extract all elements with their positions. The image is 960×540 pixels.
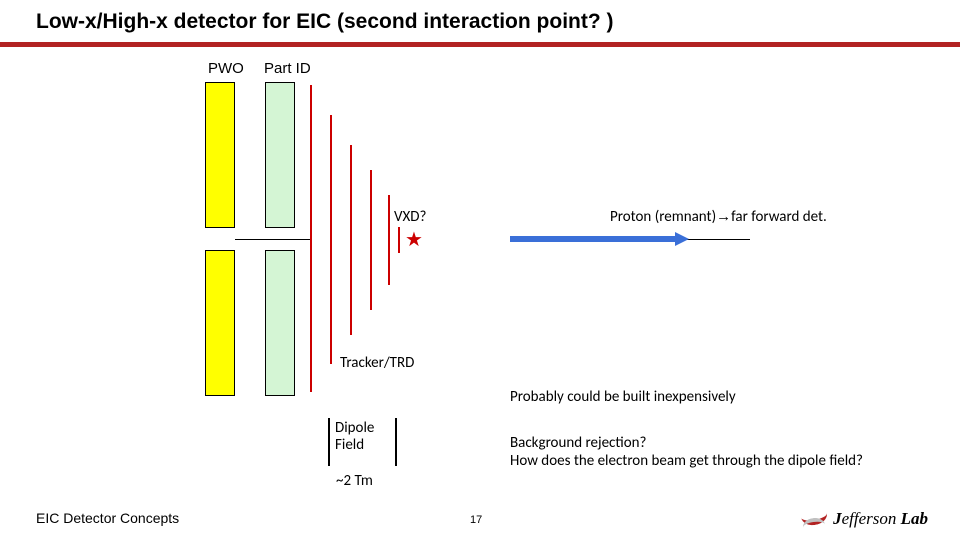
proton-arrow-head-icon [675,232,689,246]
beamline-right [680,239,750,240]
partid-bottom-block [265,250,295,396]
partid-label: Part ID [264,60,311,77]
tracker-line-2 [330,115,332,364]
pwo-top-block [205,82,235,228]
tracker-line-5 [388,195,390,285]
arrow-right-icon: → [716,208,731,225]
dipole-label: Dipole Field [335,420,393,455]
page-number: 17 [470,514,482,526]
note-electron-beam: How does the electron beam get through t… [510,452,863,470]
partid-top-block [265,82,295,228]
beamline-left [235,239,311,240]
proton-label-pre: Proton (remnant) [610,208,716,226]
pwo-bottom-block [205,250,235,396]
pwo-label: PWO [208,60,244,77]
dipole-label-text: Dipole Field [335,419,374,454]
tracker-label: Tracker/TRD [340,354,414,372]
vxd-line [398,227,400,253]
jlab-swoosh-icon [801,508,829,530]
dipole-line-right [395,418,397,466]
dipole-line-left [328,418,330,466]
dipole-field-strength: ~2 Tm [336,472,373,490]
footer-left-text: EIC Detector Concepts [36,510,179,526]
jlab-logo: Jefferson Lab [801,508,928,530]
tracker-line-1 [310,85,312,392]
title-underline [0,42,960,47]
note-inexpensive: Probably could be built inexpensively [510,388,736,406]
jlab-logo-text: Jefferson Lab [833,509,928,529]
proton-label-post: far forward det. [731,208,827,226]
logo-lab: Lab [896,509,928,528]
page-title: Low-x/High-x detector for EIC (second in… [36,10,614,34]
vxd-label: VXD? [394,208,426,226]
logo-j: J [833,509,842,528]
interaction-star-icon: ★ [405,230,423,250]
tracker-line-4 [370,170,372,310]
proton-label: Proton (remnant)→far forward det. [610,208,827,226]
tracker-line-3 [350,145,352,335]
proton-arrow-body [510,236,675,242]
note-background: Background rejection? [510,434,647,452]
logo-efferson: efferson [842,509,897,528]
